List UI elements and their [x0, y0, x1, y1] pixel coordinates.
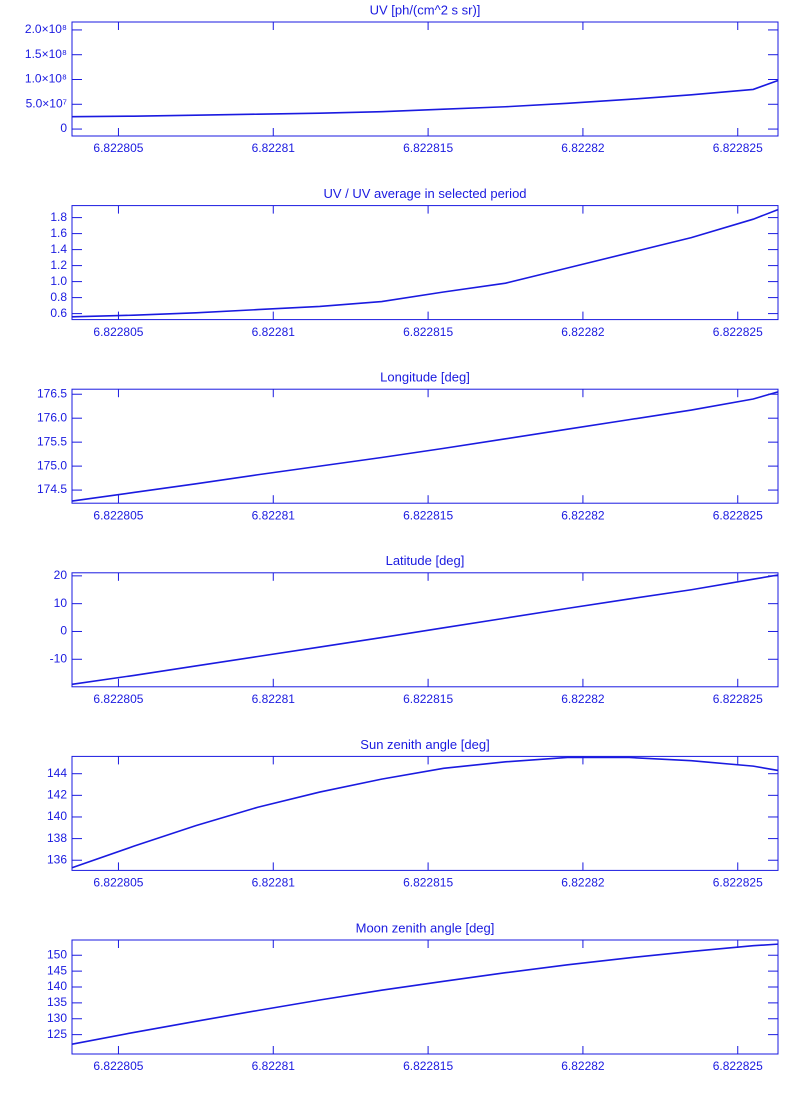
- x-tick-label: 6.822805: [93, 692, 143, 706]
- y-tick-label: 5.0×10⁷: [26, 96, 67, 110]
- y-tick-label: 0.8: [50, 290, 67, 304]
- y-tick-label: 0: [60, 624, 67, 638]
- y-tick-label: 1.8: [50, 210, 67, 224]
- y-tick-label: 176.5: [37, 386, 67, 400]
- data-line: [71, 574, 779, 686]
- y-tick-label: 142: [47, 788, 67, 802]
- y-tick-label: 10: [54, 596, 68, 610]
- chart-title: UV / UV average in selected period: [323, 186, 526, 201]
- x-tick-label: 6.822805: [93, 876, 143, 890]
- x-tick-label: 6.82282: [561, 1059, 605, 1073]
- chart-title: UV [ph/(cm^2 s sr)]: [370, 2, 481, 17]
- data-line: [71, 208, 779, 318]
- y-tick-label: 175.5: [37, 434, 67, 448]
- y-tick-label: 0.6: [50, 306, 67, 320]
- x-tick-label: 6.82281: [252, 876, 296, 890]
- x-tick-label: 6.822805: [93, 325, 143, 339]
- y-tick-label: 1.0×10⁸: [25, 72, 67, 86]
- plot-frame: [71, 755, 779, 871]
- chart-title: Longitude [deg]: [380, 370, 470, 385]
- data-line: [71, 943, 779, 1045]
- y-tick-label: 135: [47, 995, 67, 1009]
- x-tick-label: 6.82281: [252, 508, 296, 522]
- y-tick-label: 174.5: [37, 482, 67, 496]
- x-tick-label: 6.82282: [561, 876, 605, 890]
- data-line: [71, 391, 779, 502]
- x-tick-label: 6.82281: [252, 692, 296, 706]
- x-tick-label: 6.82282: [561, 692, 605, 706]
- y-tick-label: 130: [47, 1011, 67, 1025]
- chart-title: Sun zenith angle [deg]: [360, 737, 489, 752]
- x-tick-label: 6.822805: [93, 1059, 143, 1073]
- x-tick-label: 6.822815: [403, 1059, 453, 1073]
- x-tick-label: 6.822825: [713, 325, 763, 339]
- chart-title: Latitude [deg]: [386, 553, 465, 568]
- x-tick-label: 6.82282: [561, 508, 605, 522]
- y-tick-label: 0: [60, 121, 67, 135]
- y-tick-label: 2.0×10⁸: [25, 22, 67, 36]
- x-tick-label: 6.82282: [561, 141, 605, 155]
- x-tick-label: 6.822825: [713, 692, 763, 706]
- x-tick-label: 6.822815: [403, 876, 453, 890]
- y-tick-label: 1.0: [50, 274, 67, 288]
- x-tick-label: 6.822815: [403, 141, 453, 155]
- x-tick-label: 6.822815: [403, 325, 453, 339]
- y-tick-label: 140: [47, 979, 67, 993]
- x-tick-label: 6.822825: [713, 508, 763, 522]
- plot-frame: [71, 939, 779, 1055]
- x-tick-label: 6.822825: [713, 141, 763, 155]
- y-tick-label: 136: [47, 852, 67, 866]
- x-tick-label: 6.822815: [403, 508, 453, 522]
- x-tick-label: 6.82281: [252, 141, 296, 155]
- y-tick-label: 140: [47, 809, 67, 823]
- x-tick-label: 6.822825: [713, 876, 763, 890]
- chart-title: Moon zenith angle [deg]: [356, 920, 495, 935]
- y-tick-label: 150: [47, 947, 67, 961]
- x-tick-label: 6.82281: [252, 325, 296, 339]
- plot-frame: [71, 205, 779, 321]
- x-tick-label: 6.822805: [93, 508, 143, 522]
- x-tick-label: 6.822805: [93, 141, 143, 155]
- y-tick-label: 144: [47, 766, 67, 780]
- x-tick-label: 6.82281: [252, 1059, 296, 1073]
- y-tick-label: 138: [47, 831, 67, 845]
- x-tick-label: 6.82282: [561, 325, 605, 339]
- plot-frame: [71, 388, 779, 504]
- y-tick-label: 176.0: [37, 410, 67, 424]
- y-tick-label: 20: [54, 568, 68, 582]
- y-tick-label: 1.5×10⁸: [25, 47, 67, 61]
- y-tick-label: 125: [47, 1027, 67, 1041]
- y-tick-label: -10: [50, 651, 68, 665]
- x-tick-label: 6.822825: [713, 1059, 763, 1073]
- plot-frame: [71, 21, 779, 137]
- y-tick-label: 175.0: [37, 458, 67, 472]
- y-tick-label: 1.2: [50, 258, 67, 272]
- data-line: [71, 756, 779, 869]
- x-tick-label: 6.822815: [403, 692, 453, 706]
- y-tick-label: 145: [47, 963, 67, 977]
- plot-frame: [71, 572, 779, 688]
- y-tick-label: 1.4: [50, 242, 67, 256]
- data-line: [71, 79, 779, 118]
- y-tick-label: 1.6: [50, 226, 67, 240]
